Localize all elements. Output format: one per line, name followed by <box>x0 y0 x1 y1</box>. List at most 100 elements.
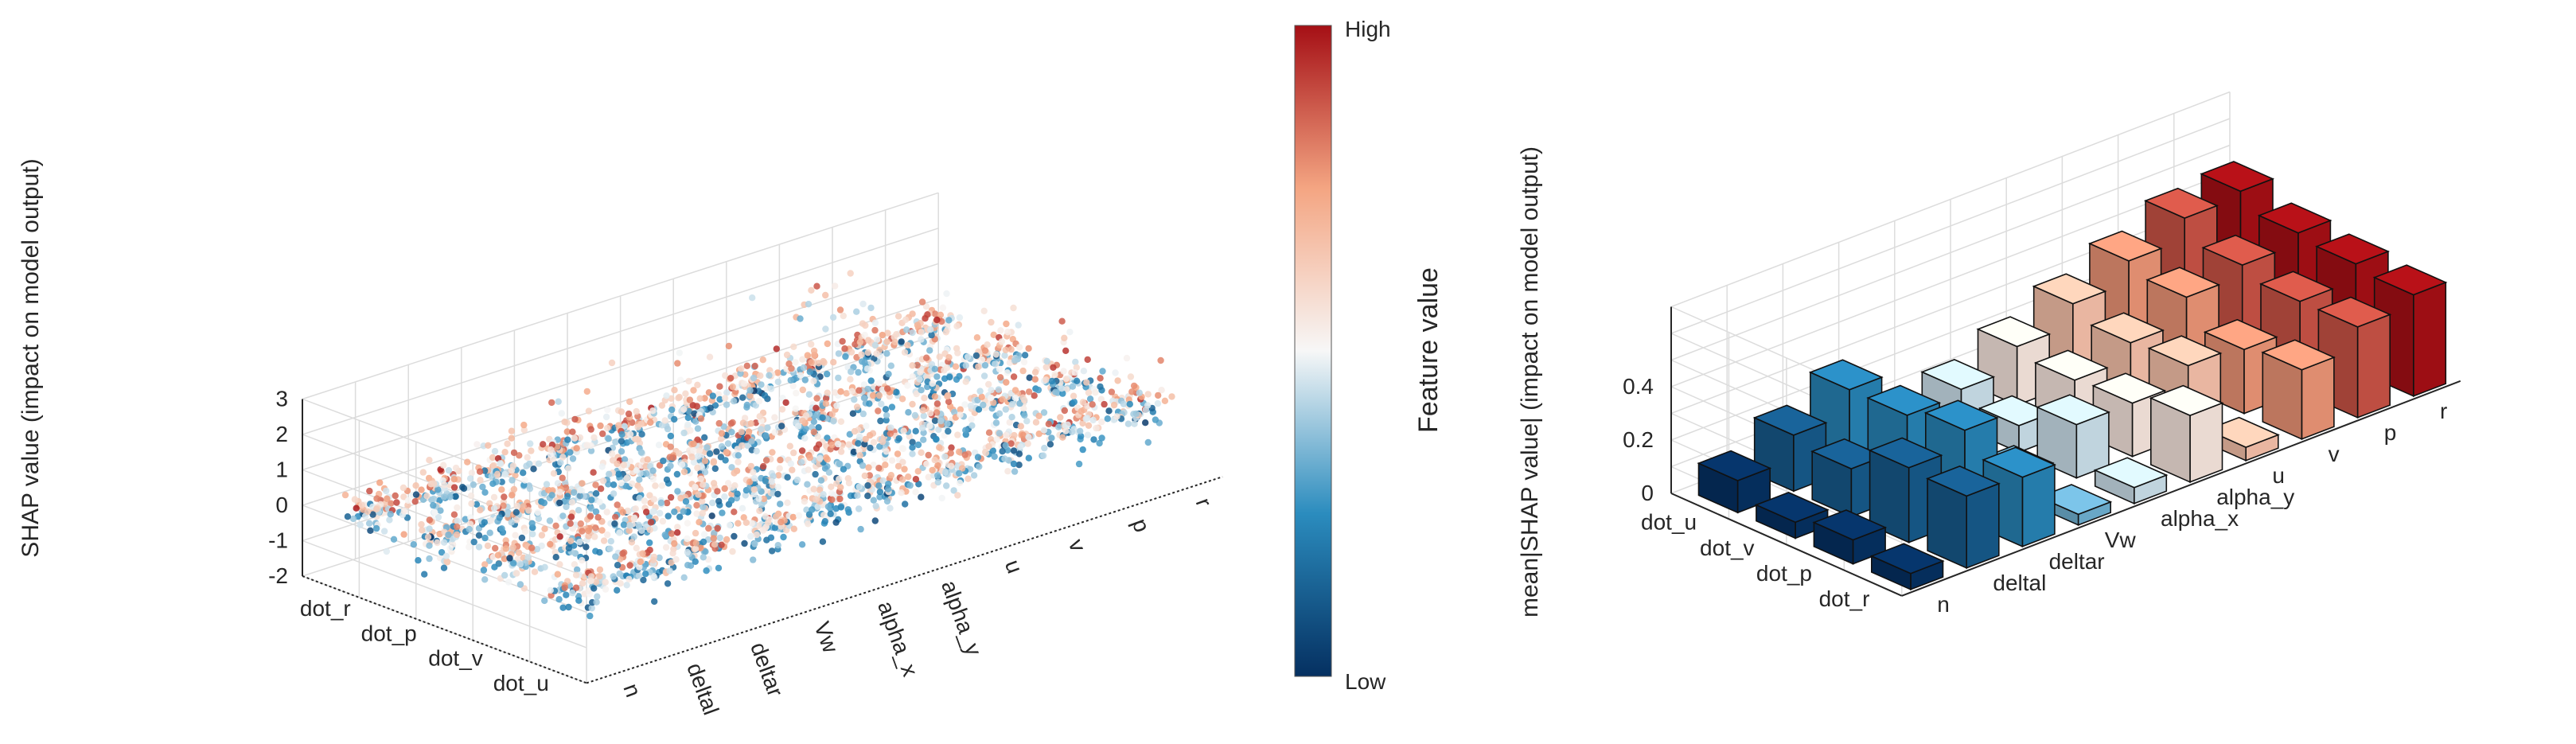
scatter-point <box>585 407 593 415</box>
scatter-point <box>620 462 628 469</box>
scatter-point <box>784 499 791 506</box>
bar-top-face <box>2257 202 2332 234</box>
scatter-point <box>822 291 829 299</box>
left-grid-line <box>302 539 587 649</box>
scatter-point <box>1041 444 1048 452</box>
scatter-point <box>700 503 707 511</box>
scatter-point <box>614 460 621 468</box>
scatter-point <box>961 401 968 408</box>
scatter-point <box>842 353 849 360</box>
scatter-point <box>956 469 963 477</box>
bar-top-face <box>1868 437 1943 469</box>
scatter-point <box>774 542 781 549</box>
colorbar: High Low Feature value <box>1294 17 1444 694</box>
scatter-point <box>663 499 671 507</box>
scatter-point <box>887 472 895 479</box>
scatter-point <box>512 508 520 516</box>
scatter-point <box>587 578 594 585</box>
scatter-point <box>1079 399 1087 406</box>
bar-top-face <box>2144 187 2219 219</box>
scatter-point <box>598 527 606 534</box>
scatter-point <box>690 458 698 466</box>
scatter-point <box>468 469 476 477</box>
scatter-point <box>1136 389 1144 396</box>
scatter-point <box>861 331 868 339</box>
scatter-point <box>680 508 687 515</box>
scatter-point <box>699 497 706 504</box>
scatter-point <box>426 555 433 563</box>
scatter-point <box>691 410 698 417</box>
scatter-point <box>953 376 961 384</box>
scatter-point <box>500 502 507 509</box>
scatter-point <box>797 372 805 379</box>
scatter-point <box>703 444 711 451</box>
scatter-point <box>1011 394 1019 402</box>
scatter-point <box>593 598 600 606</box>
bar-top-face <box>2200 161 2275 193</box>
scatter-point <box>423 493 431 500</box>
scatter-point <box>784 473 791 481</box>
scatter-point <box>768 478 775 485</box>
scatter-point <box>556 533 563 540</box>
scatter-point <box>592 578 600 586</box>
scatter-point <box>470 481 477 489</box>
scatter-point <box>856 338 864 346</box>
scatter-point <box>865 337 872 344</box>
scatter-point <box>592 481 599 489</box>
scatter-point <box>479 483 486 491</box>
scatter-point <box>981 347 989 354</box>
scatter-point <box>744 442 751 450</box>
scatter-point <box>997 327 1004 334</box>
scatter-point <box>899 476 906 483</box>
scatter-point <box>561 497 568 505</box>
scatter-point <box>602 586 610 593</box>
scatter-point <box>1098 418 1105 426</box>
scatter-point <box>1021 352 1029 359</box>
scatter-point <box>727 497 735 504</box>
scatter-point <box>671 508 678 516</box>
scatter-point <box>668 406 676 414</box>
scatter-point <box>701 395 708 402</box>
scatter-point <box>943 290 950 298</box>
scatter-point <box>801 376 809 384</box>
scatter-point <box>526 460 533 468</box>
scatter-point <box>1035 430 1042 438</box>
bar-top-face <box>2032 273 2107 305</box>
scatter-point <box>1048 434 1055 442</box>
scatter-point <box>554 480 562 487</box>
scatter-points <box>341 270 1175 620</box>
scatter-point <box>674 529 681 536</box>
scatter-point <box>1144 438 1152 446</box>
scatter-point <box>660 458 667 465</box>
scatter-point <box>602 413 610 421</box>
scatter-point <box>650 496 657 503</box>
scatter-point <box>498 478 505 485</box>
scatter-point <box>750 556 757 563</box>
scatter-point <box>1086 395 1094 403</box>
scatter-point <box>376 479 384 486</box>
scatter-point <box>718 541 725 548</box>
scatter-point <box>833 402 840 409</box>
scatter-point <box>793 389 800 397</box>
scatter-point <box>914 321 922 329</box>
scatter-point <box>431 508 438 516</box>
scatter-point <box>629 480 636 488</box>
left-x-axis <box>586 476 1223 684</box>
scatter-point <box>390 536 398 543</box>
right-y-axis <box>1670 493 1903 597</box>
scatter-point <box>804 481 811 488</box>
scatter-point <box>747 532 754 540</box>
scatter-point <box>985 380 992 388</box>
scatter-point <box>834 440 842 448</box>
scatter-point <box>828 441 836 449</box>
scatter-point <box>440 462 447 469</box>
scatter-point <box>567 449 574 456</box>
scatter-point <box>702 548 709 555</box>
scatter-point <box>869 391 877 399</box>
scatter-point <box>590 469 597 476</box>
scatter-point <box>989 447 997 454</box>
left-z-tick: 3 <box>275 387 288 411</box>
scatter-point <box>484 542 492 550</box>
scatter-point <box>1031 368 1039 376</box>
scatter-point <box>875 391 883 399</box>
